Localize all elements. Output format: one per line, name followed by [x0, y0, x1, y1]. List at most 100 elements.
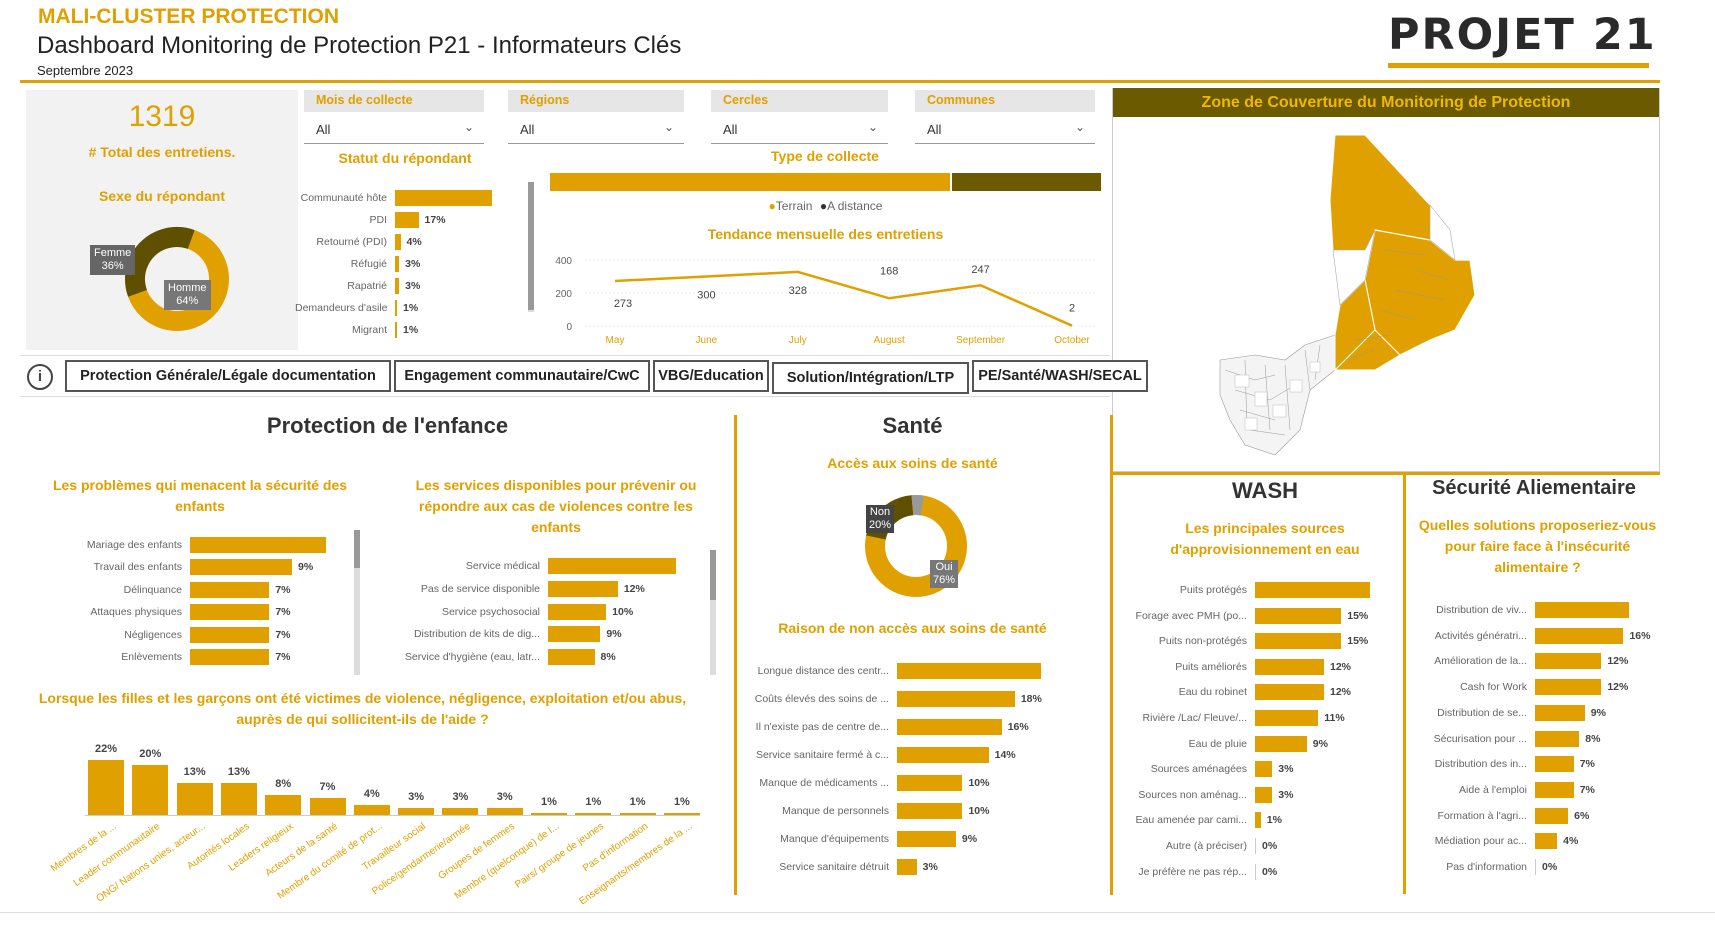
aide-bar[interactable] — [486, 807, 523, 815]
secal-row[interactable]: Pas d'information 0% — [1415, 859, 1557, 875]
services-scrollbar[interactable] — [710, 550, 716, 675]
slicer-regions-select[interactable]: All ⌄ — [508, 118, 684, 144]
aide-bar[interactable] — [309, 797, 346, 815]
homme-label: Homme 64% — [164, 280, 211, 310]
wash-bar — [1255, 838, 1256, 854]
aide-value: 13% — [227, 765, 250, 778]
menaces-row[interactable]: Négligences 7% — [60, 626, 291, 643]
services-row[interactable]: Service psychosocial 10% — [400, 603, 633, 620]
aide-bar[interactable] — [265, 795, 302, 815]
menaces-row[interactable]: Attaques physiques 7% — [60, 604, 291, 621]
menaces-row[interactable]: Délinquance 7% — [60, 581, 291, 598]
raison-row[interactable]: Service sanitaire détruit 3% — [745, 859, 938, 875]
raison-row[interactable]: Longue distance des centr... — [745, 663, 1047, 679]
statut-row[interactable]: Réfugié 3% — [295, 256, 420, 272]
aide-bar[interactable] — [531, 812, 567, 815]
secal-row[interactable]: Distribution de se... 9% — [1415, 704, 1606, 721]
raison-label: Coûts élevés des soins de ... — [754, 693, 889, 705]
secal-row[interactable]: Aide à l'emploi 7% — [1415, 781, 1595, 798]
chevron-down-icon[interactable]: ⌄ — [663, 120, 674, 134]
statut-row[interactable]: Migrant 1% — [295, 322, 418, 338]
slicer-regions[interactable]: Régions All ⌄ — [508, 90, 684, 144]
aide-bar[interactable] — [663, 812, 700, 815]
raison-row[interactable]: Coûts élevés des soins de ... 18% — [745, 691, 1042, 707]
statut-row[interactable]: Rapatrié 3% — [295, 278, 420, 294]
secal-row[interactable]: Formation à l'agri... 6% — [1415, 807, 1589, 824]
chevron-down-icon[interactable]: ⌄ — [463, 120, 474, 134]
statut-row[interactable]: Demandeurs d'asile 1% — [295, 300, 418, 316]
wash-row[interactable]: Eau du robinet 12% — [1130, 684, 1351, 701]
slicer-cercles[interactable]: Cercles All ⌄ — [711, 90, 888, 144]
statut-value: 17% — [424, 214, 446, 226]
aide-bar[interactable] — [176, 782, 213, 815]
statut-row[interactable]: Retourné (PDI) 4% — [295, 234, 422, 250]
menaces-value: 9% — [298, 561, 314, 574]
aide-bar[interactable] — [619, 812, 656, 815]
aide-bar[interactable] — [398, 807, 435, 815]
services-row[interactable]: Service médical — [400, 558, 682, 574]
statut-scrollbar[interactable] — [528, 182, 534, 312]
aide-bar[interactable] — [88, 760, 124, 815]
raison-row[interactable]: Il n'existe pas de centre de... 16% — [745, 719, 1029, 735]
aide-bar[interactable] — [442, 807, 479, 815]
raison-value: 3% — [922, 861, 938, 873]
tab-pe-sante-wash-secal[interactable]: PE/Santé/WASH/SECAL — [972, 360, 1148, 392]
aide-bar[interactable] — [220, 782, 257, 815]
menaces-scrollbar[interactable] — [354, 530, 360, 675]
slicer-mois[interactable]: Mois de collecte All ⌄ — [304, 90, 484, 144]
statut-bar — [395, 256, 400, 272]
page-title-sub: Informateurs Clés — [491, 32, 682, 59]
secal-row[interactable]: Cash for Work 12% — [1415, 679, 1628, 696]
slicer-communes-select[interactable]: All ⌄ — [915, 118, 1095, 144]
secal-row[interactable]: Médiation pour ac... 4% — [1415, 833, 1578, 850]
slicer-communes[interactable]: Communes All ⌄ — [915, 90, 1095, 144]
oui-text: Oui — [935, 561, 953, 573]
wash-row[interactable]: Puits non-protégés 15% — [1130, 633, 1368, 650]
secal-bar — [1535, 602, 1629, 618]
wash-row[interactable]: Eau amenée par cami... 1% — [1130, 812, 1282, 829]
services-row[interactable]: Distribution de kits de dig... 9% — [400, 626, 622, 643]
tab-solution-integration[interactable]: Solution/Intégration/LTP — [772, 362, 969, 394]
trend-ytick: 200 — [555, 289, 572, 300]
raison-row[interactable]: Manque d'équipements 9% — [745, 831, 977, 847]
slicer-cercles-select[interactable]: All ⌄ — [711, 118, 888, 144]
secal-row[interactable]: Distribution de viv... — [1415, 602, 1635, 618]
wash-row[interactable]: Je préfère ne pas rép... 0% — [1130, 863, 1277, 880]
secal-row[interactable]: Distribution des in... 7% — [1415, 756, 1595, 773]
statut-row[interactable]: PDI 17% — [295, 212, 446, 228]
raison-value: 18% — [1020, 693, 1042, 705]
wash-bar — [1255, 582, 1370, 598]
aide-bar[interactable] — [575, 812, 612, 815]
secal-row[interactable]: Amélioration de la... 12% — [1415, 653, 1628, 670]
chevron-down-icon[interactable]: ⌄ — [1074, 120, 1085, 134]
wash-row[interactable]: Puits améliorés 12% — [1130, 658, 1351, 675]
collecte-title: Type de collecte — [771, 148, 879, 164]
services-row[interactable]: Service d'hygiène (eau, latr... 8% — [400, 649, 616, 666]
secal-row[interactable]: Activités génératri... 16% — [1415, 627, 1650, 644]
aide-bar[interactable] — [132, 765, 169, 815]
chevron-down-icon[interactable]: ⌄ — [867, 120, 878, 134]
raison-row[interactable]: Manque de personnels 10% — [745, 803, 989, 819]
wash-row[interactable]: Rivière /Lac/ Fleuve/... 11% — [1130, 710, 1345, 726]
slicer-mois-select[interactable]: All ⌄ — [304, 118, 484, 144]
menaces-row[interactable]: Travail des enfants 9% — [60, 559, 314, 576]
raison-row[interactable]: Manque de médicaments ... 10% — [745, 775, 989, 791]
menaces-row[interactable]: Mariage des enfants — [60, 537, 332, 553]
services-row[interactable]: Pas de service disponible 12% — [400, 580, 645, 597]
wash-row[interactable]: Forage avec PMH (po... 15% — [1130, 607, 1368, 624]
tab-protection-generale[interactable]: Protection Générale/Légale documentation — [65, 360, 391, 392]
secal-row[interactable]: Sécurisation pour ... 8% — [1415, 730, 1600, 747]
tab-vbg-education[interactable]: VBG/Education — [653, 360, 769, 392]
wash-row[interactable]: Sources non aménag... 3% — [1130, 786, 1293, 803]
wash-row[interactable]: Eau de pluie 9% — [1130, 735, 1328, 752]
raison-value: 9% — [961, 833, 978, 845]
aide-bar[interactable] — [353, 805, 390, 815]
statut-row[interactable]: Communauté hôte — [295, 190, 498, 206]
wash-row[interactable]: Sources aménagées 3% — [1130, 761, 1293, 778]
wash-row[interactable]: Autre (à préciser) 0% — [1130, 838, 1277, 854]
info-icon[interactable]: i — [27, 364, 53, 390]
raison-row[interactable]: Service sanitaire fermé à c... 14% — [745, 747, 1016, 763]
menaces-row[interactable]: Enlèvements 7% — [60, 649, 291, 665]
tab-engagement-communautaire[interactable]: Engagement communautaire/CwC — [394, 360, 650, 392]
wash-row[interactable]: Puits protégés — [1130, 582, 1376, 598]
